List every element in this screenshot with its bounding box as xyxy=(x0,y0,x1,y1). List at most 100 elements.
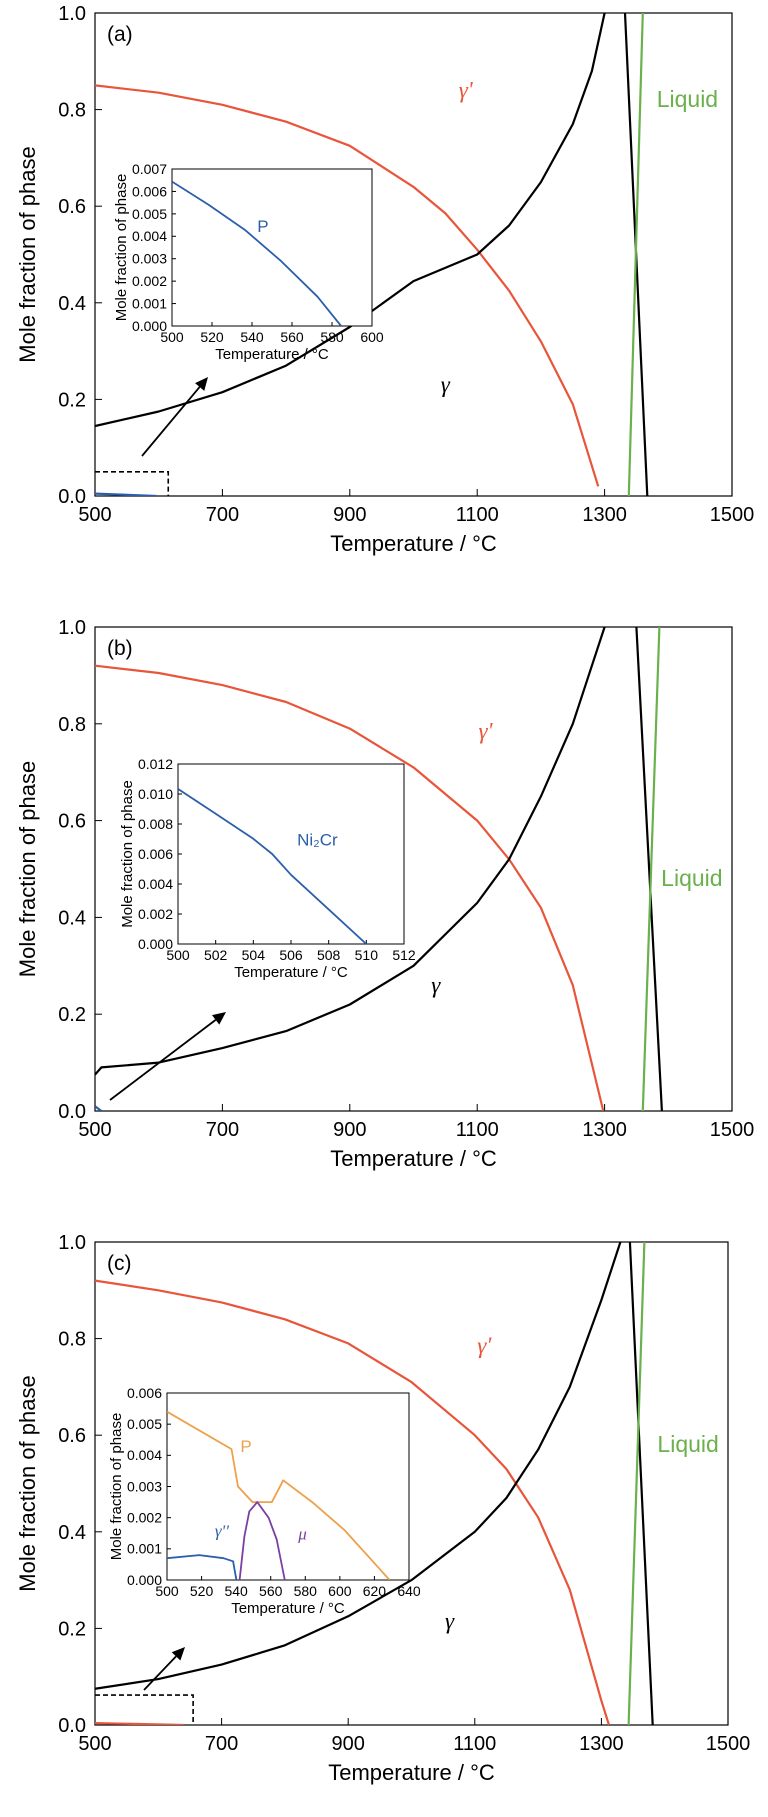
panel-2-x-tick-label: 700 xyxy=(205,1733,238,1755)
panel-2-inset-series-line-1 xyxy=(238,1501,286,1580)
panel-0-inset-x-tick-label: 600 xyxy=(360,329,384,345)
panel-2-inset-x-tick-label: 580 xyxy=(294,1583,318,1599)
panel-1-inset-x-tick-label: 500 xyxy=(166,947,190,963)
panel-1-series-line-1 xyxy=(95,627,606,1076)
panel-2-inset-series-label-1: μ xyxy=(297,1524,307,1543)
panel-2-inset-y-axis-label: Mole fraction of phase xyxy=(108,1413,125,1561)
panel-2-series-label-1: γ xyxy=(445,1608,455,1633)
panel-2-inset-x-tick-label: 640 xyxy=(397,1583,421,1599)
panel-1-y-tick-label: 0.8 xyxy=(58,714,86,736)
panel-1-x-tick-label: 1500 xyxy=(710,1119,755,1141)
panel-0-series-line-3 xyxy=(627,13,644,496)
panel-2-inset-y-tick-label: 0.002 xyxy=(127,1510,162,1526)
panel-2-series-line-4 xyxy=(95,1722,184,1725)
panel-0-inset-series-line-0 xyxy=(172,180,342,326)
panel-2-inset-series-label-0: P xyxy=(240,1437,251,1456)
panel-1-series-label-0: γ' xyxy=(478,718,493,743)
panel-2-inset-series-line-2 xyxy=(167,1554,238,1580)
panel-1-inset-pointer-arrowhead xyxy=(212,1012,226,1025)
panel-1-y-tick-label: 0.2 xyxy=(58,1004,86,1026)
panel-0-inset-background xyxy=(172,169,372,326)
panel-1-y-tick-label: 0.6 xyxy=(58,811,86,833)
panel-1-inset-y-tick-label: 0.012 xyxy=(138,756,173,772)
panel-1-inset: 500 502 504 506 508 510 512 0.000 0.002 0.004 0.00… xyxy=(119,756,416,981)
panel-0-inset-x-tick-label: 520 xyxy=(200,329,224,345)
panel-0-panel-label: (a) xyxy=(107,23,133,46)
panel-2-inset-y-tick-label: 0.006 xyxy=(127,1385,162,1401)
panel-1-y-tick-label: 0.4 xyxy=(58,907,86,929)
panel-2-y-tick-label: 0.8 xyxy=(58,1329,86,1351)
panel-1-plot-frame xyxy=(94,626,733,1112)
panel-1-inset-x-tick-label: 508 xyxy=(317,947,341,963)
panel-1-series-line-0 xyxy=(95,664,605,1111)
panel-2-inset-y-tick-label: 0.001 xyxy=(127,1541,162,1557)
panel-1-inset-y-axis-label: Mole fraction of phase xyxy=(119,780,136,928)
panel-1-x-tick-label: 1300 xyxy=(582,1119,627,1141)
panel-0-inset-y-tick-label: 0.005 xyxy=(132,206,167,222)
panel-0-series-line-4 xyxy=(95,492,157,496)
panel-2-y-tick-label: 0.4 xyxy=(58,1522,86,1544)
panel-2-inset-background xyxy=(167,1393,409,1580)
panel-2-inset-y-tick-label: 0.005 xyxy=(127,1416,162,1432)
panel-1-y-tick-label: 0.0 xyxy=(58,1101,86,1123)
panel-2-inset-x-tick-label: 540 xyxy=(224,1583,248,1599)
panel-2-inset-y-tick-label: 0.003 xyxy=(127,1478,162,1494)
panel-2-y-tick-label: 0.2 xyxy=(58,1618,86,1640)
panel-2-inset-y-tick-label: 0.004 xyxy=(127,1447,162,1463)
panel-2-zoom-region-box xyxy=(95,1694,194,1725)
panel-1-inset-x-tick-label: 512 xyxy=(392,947,416,963)
panel-2-inset-x-tick-label: 520 xyxy=(190,1583,214,1599)
panel-0-y-tick-label: 0.2 xyxy=(58,389,86,411)
panel-1-series-line-4 xyxy=(95,1105,103,1111)
panel-2-series-label-3: Liquid xyxy=(657,1431,718,1457)
panel-0-inset-y-tick-label: 0.006 xyxy=(132,183,167,199)
panel-0-inset-y-tick-label: 0.001 xyxy=(132,295,167,311)
panel-2-x-tick-label: 900 xyxy=(332,1733,365,1755)
panel-0-y-tick-label: 0.0 xyxy=(58,486,86,508)
panel-1-inset-x-tick-label: 504 xyxy=(242,947,266,963)
panel-2-x-tick-label: 1100 xyxy=(453,1733,496,1755)
panel-1-y-axis-label: Mole fraction of phase xyxy=(15,761,40,977)
panel-0-inset-series-label-0: P xyxy=(257,217,268,236)
panel-0-inset-y-tick-label: 0.004 xyxy=(132,228,167,244)
panel-0-y-tick-label: 0.8 xyxy=(58,100,86,122)
panel-1-inset-y-tick-label: 0.004 xyxy=(138,876,173,892)
panel-2-series-line-2 xyxy=(628,1242,654,1725)
panel-1-inset-y-tick-label: 0.010 xyxy=(138,786,173,802)
panel-0-plot-frame xyxy=(94,12,733,497)
panel-0-y-tick-label: 1.0 xyxy=(58,3,86,25)
panel-1-inset-y-tick-label: 0.000 xyxy=(138,936,173,952)
panel-2-y-tick-label: 0.6 xyxy=(58,1425,86,1447)
panel-0-x-tick-label: 500 xyxy=(78,504,111,526)
panel-0-series-label-3: Liquid xyxy=(657,86,718,112)
panel-1-inset-x-axis-label: Temperature / °C xyxy=(234,964,348,981)
panel-1: 500 700 900 1100 1300 1500 0.0 0.2 0.4 0.6 0.8 1.0 T… xyxy=(15,617,754,1171)
panel-2-inset-series-line-0 xyxy=(167,1410,391,1580)
panel-1-x-tick-label: 700 xyxy=(206,1119,239,1141)
panel-2-inset-series-label-2: γ'' xyxy=(215,1521,229,1540)
panel-2-x-tick-label: 500 xyxy=(78,1733,111,1755)
panel-0-inset: 500 520 540 560 580 600 0.000 0.001 0.002 0.003 0.… xyxy=(113,161,384,363)
panel-0-inset-pointer-arrowhead xyxy=(195,377,208,391)
panel-2-panel-label: (c) xyxy=(107,1252,132,1275)
panel-0: 500 700 900 1100 1300 1500 0.0 0.2 0.4 0.6 0.8 1.0 T… xyxy=(15,3,754,556)
panel-2-y-tick-label: 0.0 xyxy=(58,1715,86,1737)
panel-1-inset-background xyxy=(178,764,404,944)
panel-1-x-axis-label: Temperature / °C xyxy=(330,1146,497,1171)
panel-0-inset-x-tick-label: 580 xyxy=(320,329,344,345)
panel-0-inset-x-axis-label: Temperature / °C xyxy=(215,346,329,363)
panel-2-inset-x-tick-label: 500 xyxy=(155,1583,179,1599)
panel-1-inset-x-tick-label: 510 xyxy=(355,947,379,963)
panel-0-inset-y-axis-label: Mole fraction of phase xyxy=(113,174,130,322)
panel-2-inset: 500 520 540 560 580 600 620 640 0.000 0.001 0.002 0… xyxy=(108,1385,421,1617)
panel-2-series-line-1 xyxy=(95,1242,622,1690)
panel-1-inset-y-tick-label: 0.002 xyxy=(138,906,173,922)
panel-2-series-line-0 xyxy=(95,1279,611,1725)
panel-2-inset-x-tick-label: 600 xyxy=(328,1583,352,1599)
panel-1-series-label-1: γ xyxy=(431,972,441,997)
panel-0-inset-x-tick-label: 540 xyxy=(240,329,264,345)
panel-2-inset-x-tick-label: 560 xyxy=(259,1583,283,1599)
panel-0-x-tick-label: 700 xyxy=(206,504,239,526)
panel-0-x-tick-label: 900 xyxy=(333,504,366,526)
panel-0-inset-y-tick-label: 0.002 xyxy=(132,273,167,289)
